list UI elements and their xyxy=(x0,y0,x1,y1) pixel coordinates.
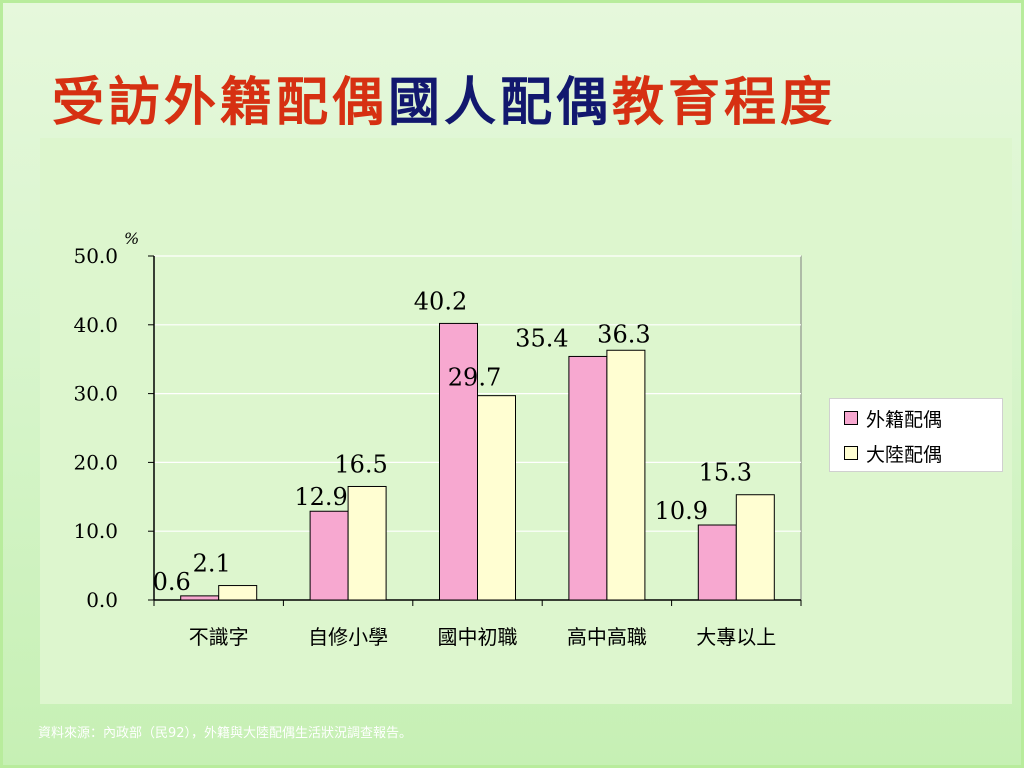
data-label: 0.6 xyxy=(153,568,191,596)
legend-item-foreign: 外籍配偶 xyxy=(844,405,942,431)
bar-mainland xyxy=(735,494,775,601)
bar-foreign xyxy=(568,355,608,601)
y-tick-label: 20.0 xyxy=(73,450,118,474)
bar-mainland xyxy=(477,395,516,601)
bar-foreign xyxy=(697,524,737,601)
y-tick-label: 30.0 xyxy=(73,382,118,406)
x-tick-label: 高中高職 xyxy=(567,625,647,649)
data-label: 35.4 xyxy=(515,324,568,352)
bar-mainland xyxy=(606,349,646,601)
unit-label: % xyxy=(124,229,139,248)
title-part-1: 受訪外籍配偶 xyxy=(52,72,389,133)
data-label: 2.1 xyxy=(193,550,231,578)
y-tick-label: 0.0 xyxy=(86,588,118,612)
data-label: 36.3 xyxy=(597,320,650,348)
legend-swatch-foreign xyxy=(844,411,858,425)
y-tick-label: 10.0 xyxy=(73,519,118,543)
x-tick-label: 大專以上 xyxy=(696,625,776,649)
data-label: 40.2 xyxy=(414,287,467,315)
legend-label-foreign: 外籍配偶 xyxy=(866,408,943,431)
source-note: 資料來源：內政部（民92），外籍與大陸配偶生活狀況調查報告。 xyxy=(38,726,413,741)
data-label: 10.9 xyxy=(655,497,708,525)
bar-foreign xyxy=(309,510,349,601)
data-label: 29.7 xyxy=(448,364,501,392)
legend-item-mainland: 大陸配偶 xyxy=(844,440,942,466)
title-part-2: 國人配偶 xyxy=(388,72,613,133)
x-tick-label: 國中初職 xyxy=(438,625,518,649)
y-tick-label: 50.0 xyxy=(73,244,118,268)
legend-label-mainland: 大陸配偶 xyxy=(866,443,943,466)
bar-mainland xyxy=(347,485,387,601)
bar-foreign xyxy=(439,322,478,601)
chart-legend: 外籍配偶 大陸配偶 xyxy=(829,398,1003,472)
x-tick-label: 不識字 xyxy=(189,625,249,649)
legend-swatch-mainland xyxy=(844,446,858,460)
x-tick-label: 自修小學 xyxy=(308,625,388,649)
y-tick-label: 40.0 xyxy=(73,313,118,337)
slide-title: 受訪外籍配偶國人配偶教育程度 xyxy=(52,68,836,138)
data-label: 12.9 xyxy=(294,483,347,511)
title-part-3: 教育程度 xyxy=(612,72,837,133)
bar-foreign xyxy=(180,595,220,601)
data-label: 16.5 xyxy=(334,450,387,478)
bar-mainland xyxy=(218,585,258,601)
data-label: 15.3 xyxy=(699,459,752,487)
